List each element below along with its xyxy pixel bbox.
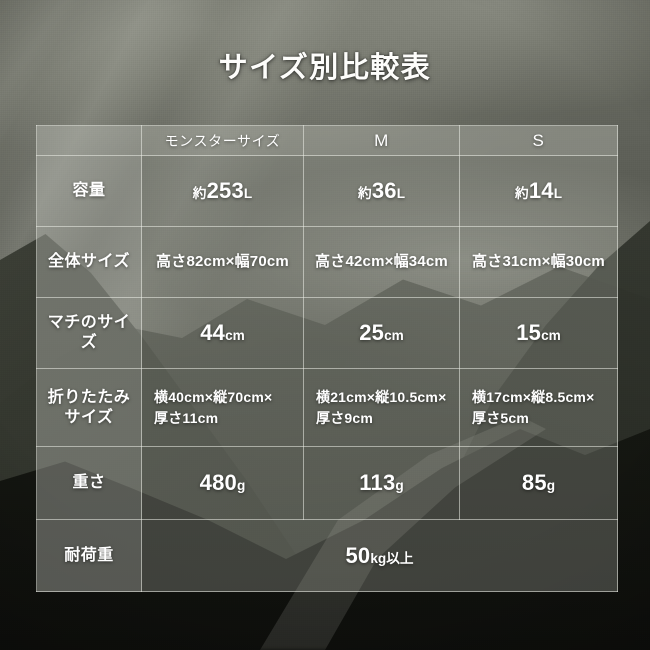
table-row: 耐荷重 50kg以上 [36, 519, 618, 592]
table-header: モンスターサイズ M S [36, 125, 618, 156]
table-row: 重さ 480g 113g 85g [36, 446, 618, 520]
size-comparison-table-container: モンスターサイズ M S 容量 約253L 約36L 約14L [36, 125, 618, 592]
folded-monster-line2: 厚さ11cm [154, 409, 219, 426]
weight-s-value: 85 [521, 470, 547, 496]
weight-s-unit: g [546, 478, 556, 494]
table-row: マチのサイズ 44cm 25cm 15cm [36, 297, 618, 369]
cell-gusset-s: 15cm [459, 297, 618, 369]
weight-monster-value: 480 [199, 470, 237, 496]
gusset-monster-unit: cm [225, 328, 245, 344]
folded-label-line2: サイズ [64, 408, 114, 426]
folded-m-line1: 横21cm×縦10.5cm× [316, 388, 447, 405]
cell-overall-m: 高さ42cm×幅34cm [303, 226, 460, 298]
cell-gusset-m: 25cm [303, 297, 460, 369]
row-label-folded-size: 折りたたみ サイズ [36, 368, 142, 447]
cell-overall-monster: 高さ82cm×幅70cm [141, 226, 304, 298]
weight-monster-unit: g [236, 478, 246, 494]
row-label-capacity: 容量 [36, 155, 142, 227]
row-label-gusset-size: マチのサイズ [36, 297, 142, 369]
row-label-overall-size: 全体サイズ [36, 226, 142, 298]
page-title: サイズ別比較表 [218, 52, 432, 84]
load-value: 50 [345, 542, 371, 568]
gusset-s-value: 15 [516, 320, 542, 346]
capacity-m-prefix: 約 [357, 186, 372, 202]
table-header-row: モンスターサイズ M S [36, 125, 618, 156]
column-header-blank [36, 125, 142, 156]
cell-weight-monster: 480g [141, 446, 304, 520]
cell-folded-monster: 横40cm×縦70cm× 厚さ11cm [141, 368, 304, 447]
gusset-m-unit: cm [384, 328, 404, 344]
capacity-m-unit: L [396, 186, 406, 202]
capacity-s-prefix: 約 [514, 186, 529, 202]
load-unit: kg [370, 550, 387, 566]
cell-capacity-monster: 約253L [141, 155, 304, 227]
column-header-monster: モンスターサイズ [141, 125, 304, 156]
folded-monster-line1: 横40cm×縦70cm× [154, 388, 273, 405]
folded-s-line2: 厚さ5cm [472, 409, 530, 426]
cell-capacity-s: 約14L [459, 155, 618, 227]
cell-load-capacity-all: 50kg以上 [141, 519, 618, 592]
folded-m-line2: 厚さ9cm [316, 409, 374, 426]
cell-overall-s: 高さ31cm×幅30cm [459, 226, 618, 298]
folded-label-line1: 折りたたみ [47, 388, 131, 406]
table-row: 全体サイズ 高さ82cm×幅70cm 高さ42cm×幅34cm 高さ31cm×幅… [36, 226, 618, 298]
capacity-m-value: 36 [371, 178, 397, 204]
cell-weight-s: 85g [459, 446, 618, 520]
row-label-weight: 重さ [36, 446, 142, 520]
size-comparison-table: モンスターサイズ M S 容量 約253L 約36L 約14L [36, 125, 618, 592]
capacity-monster-prefix: 約 [192, 186, 207, 202]
cell-capacity-m: 約36L [303, 155, 460, 227]
cell-weight-m: 113g [303, 446, 460, 520]
load-suffix: 以上 [386, 550, 414, 566]
folded-s-line1: 横17cm×縦8.5cm× [472, 388, 595, 405]
table-body: 容量 約253L 約36L 約14L 全体サイズ 高さ82cm×幅70cm 高さ [36, 155, 618, 592]
cell-gusset-monster: 44cm [141, 297, 304, 369]
weight-m-unit: g [395, 478, 404, 494]
capacity-monster-value: 253 [206, 178, 244, 204]
cell-folded-s: 横17cm×縦8.5cm× 厚さ5cm [459, 368, 618, 447]
column-header-m: M [303, 125, 460, 156]
capacity-monster-unit: L [243, 186, 253, 202]
table-row: 折りたたみ サイズ 横40cm×縦70cm× 厚さ11cm 横21cm×縦10.… [36, 368, 618, 447]
column-header-s: S [459, 125, 618, 156]
gusset-m-value: 25 [359, 320, 385, 346]
weight-m-value: 113 [359, 470, 396, 496]
gusset-s-unit: cm [541, 328, 561, 344]
table-row: 容量 約253L 約36L 約14L [36, 155, 618, 227]
capacity-s-value: 14 [528, 178, 554, 204]
capacity-s-unit: L [553, 186, 563, 202]
gusset-monster-value: 44 [200, 320, 226, 346]
row-label-load-capacity: 耐荷重 [36, 519, 142, 592]
cell-folded-m: 横21cm×縦10.5cm× 厚さ9cm [303, 368, 460, 447]
